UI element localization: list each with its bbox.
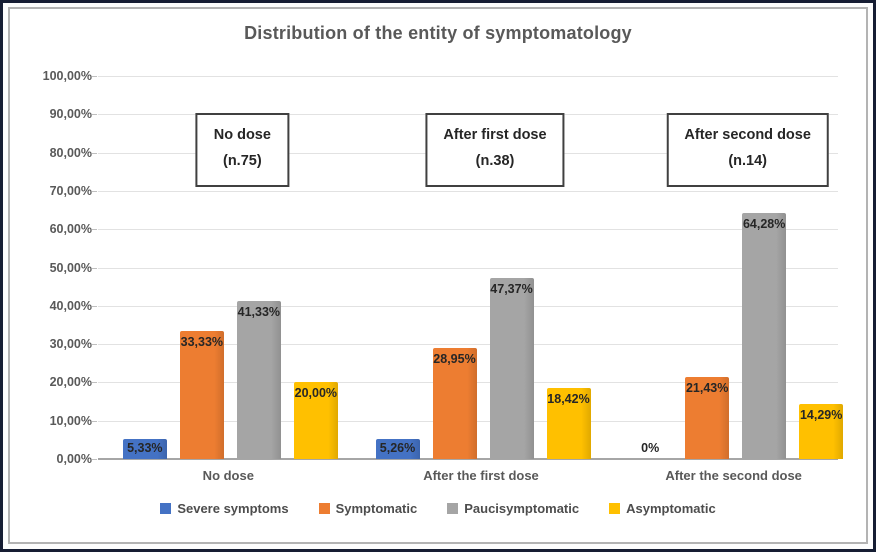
legend: Severe symptoms Symptomatic Paucisymptomat… xyxy=(10,501,866,516)
y-tick-label: 40,00% xyxy=(49,298,92,313)
y-tick-label: 80,00% xyxy=(49,145,92,160)
y-tick-label: 70,00% xyxy=(49,183,92,198)
annotation-line2: (n.75) xyxy=(222,153,262,169)
legend-swatch xyxy=(609,503,621,514)
chart: Distribution of the entity of symptomato… xyxy=(8,7,868,544)
legend-item-severe-symptoms: Severe symptoms xyxy=(160,501,289,516)
y-tick-label: 30,00% xyxy=(49,337,92,352)
legend-item-paucisymptomatic: Paucisymptomatic xyxy=(447,501,579,516)
annotation-line1: After second dose xyxy=(684,127,811,143)
annotation-box: After second dose (n.14) xyxy=(666,113,829,187)
legend-item-asymptomatic: Asymptomatic xyxy=(609,501,716,516)
annotation-line1: After first dose xyxy=(443,127,547,143)
y-tick-mark xyxy=(92,305,97,307)
bar-value-label: 41,33% xyxy=(237,305,281,319)
y-tick-mark xyxy=(92,229,97,231)
annotation-box: After first dose (n.38) xyxy=(425,113,565,187)
y-tick-mark xyxy=(92,420,97,422)
y-tick-label: 50,00% xyxy=(49,260,92,275)
legend-swatch xyxy=(318,503,330,514)
legend-label: Paucisymptomatic xyxy=(464,501,580,516)
bar-severe-symptoms xyxy=(375,439,420,459)
y-tick-label: 0,00% xyxy=(56,452,92,466)
gridline xyxy=(98,344,838,346)
y-tick-label: 20,00% xyxy=(49,375,92,390)
legend-label: Symptomatic xyxy=(335,501,418,516)
bar-value-label: 64,28% xyxy=(742,217,786,231)
gridline xyxy=(98,229,838,231)
x-category-label: After the first dose xyxy=(423,468,539,483)
bar-value-label: 33,33% xyxy=(180,335,224,349)
bar-value-label: 5,33% xyxy=(127,441,163,455)
legend-label: Severe symptoms xyxy=(177,501,289,516)
bar-paucisymptomatic xyxy=(489,278,534,459)
y-tick-mark xyxy=(92,190,97,192)
annotation-line2: (n.38) xyxy=(475,153,515,169)
x-category-label: No dose xyxy=(202,468,254,483)
y-tick-mark xyxy=(92,459,97,460)
bar-asymptomatic xyxy=(546,388,591,459)
legend-swatch xyxy=(160,503,172,514)
bar-value-label: 21,43% xyxy=(685,381,729,395)
chart-title: Distribution of the entity of symptomato… xyxy=(244,23,632,43)
gridline xyxy=(98,305,838,307)
bar-symptomatic xyxy=(179,331,224,459)
y-tick-label: 10,00% xyxy=(49,413,92,428)
gridline xyxy=(98,267,838,269)
legend-swatch xyxy=(447,503,459,514)
y-tick-mark xyxy=(92,267,97,269)
bar-asymptomatic xyxy=(293,382,338,459)
y-tick-label: 100,00% xyxy=(42,69,92,83)
y-tick-label: 60,00% xyxy=(49,222,92,237)
gridline xyxy=(98,190,838,192)
bar-asymptomatic xyxy=(799,404,844,459)
legend-label: Asymptomatic xyxy=(626,501,716,516)
bar-symptomatic xyxy=(432,348,477,459)
legend-item-symptomatic: Symptomatic xyxy=(318,501,418,516)
annotation-line2: (n.14) xyxy=(728,153,767,169)
bar-value-label: 18,42% xyxy=(547,392,590,406)
y-tick-label: 90,00% xyxy=(49,107,92,122)
bar-value-label: 0% xyxy=(641,441,660,455)
x-category-label: After the second dose xyxy=(665,468,802,483)
bar-value-label: 20,00% xyxy=(294,386,338,400)
bar-symptomatic xyxy=(685,377,730,459)
y-tick-mark xyxy=(92,114,97,116)
bar-paucisymptomatic xyxy=(236,301,281,459)
bar-value-label: 47,37% xyxy=(490,282,533,296)
bar-value-label: 5,26% xyxy=(379,441,416,455)
y-tick-mark xyxy=(92,76,97,77)
y-tick-mark xyxy=(92,152,97,154)
annotation-line1: No dose xyxy=(213,127,271,143)
bar-value-label: 28,95% xyxy=(433,352,476,366)
x-axis-line xyxy=(98,458,838,460)
bar-paucisymptomatic xyxy=(742,213,787,459)
bar-value-label: 14,29% xyxy=(799,408,843,422)
annotation-box: No dose (n.75) xyxy=(195,113,289,187)
bar-severe-symptoms xyxy=(122,439,167,459)
y-tick-mark xyxy=(92,344,97,346)
y-tick-mark xyxy=(92,382,97,384)
gridline xyxy=(98,76,838,77)
